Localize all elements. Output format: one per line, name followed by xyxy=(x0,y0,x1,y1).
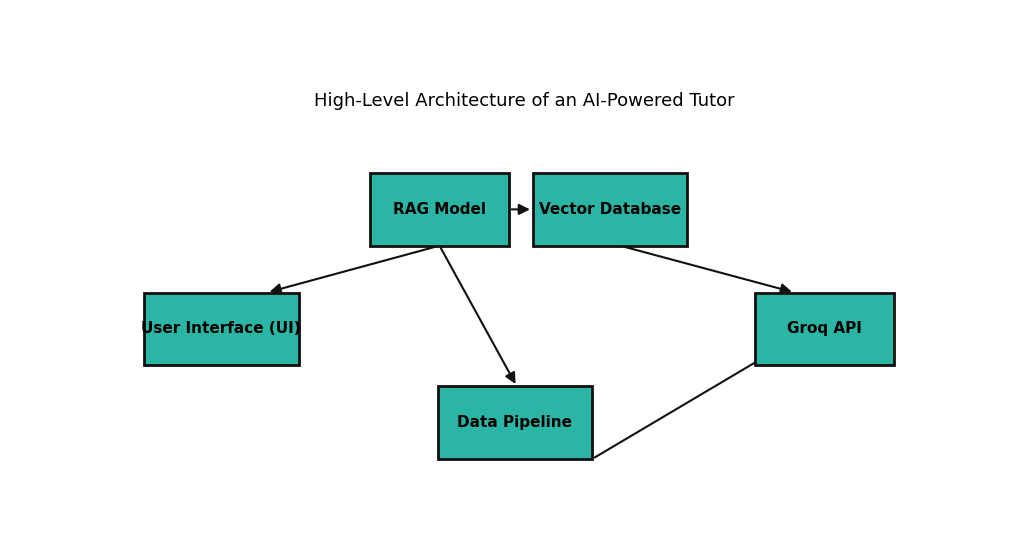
FancyBboxPatch shape xyxy=(143,293,299,365)
Text: User Interface (UI): User Interface (UI) xyxy=(141,321,301,336)
Text: Vector Database: Vector Database xyxy=(539,202,681,217)
Text: RAG Model: RAG Model xyxy=(393,202,486,217)
Text: High-Level Architecture of an AI-Powered Tutor: High-Level Architecture of an AI-Powered… xyxy=(314,91,735,110)
FancyBboxPatch shape xyxy=(370,173,509,245)
FancyBboxPatch shape xyxy=(755,293,894,365)
FancyBboxPatch shape xyxy=(437,387,592,459)
Text: Groq API: Groq API xyxy=(787,321,862,336)
FancyBboxPatch shape xyxy=(532,173,687,245)
Text: Data Pipeline: Data Pipeline xyxy=(458,415,572,430)
